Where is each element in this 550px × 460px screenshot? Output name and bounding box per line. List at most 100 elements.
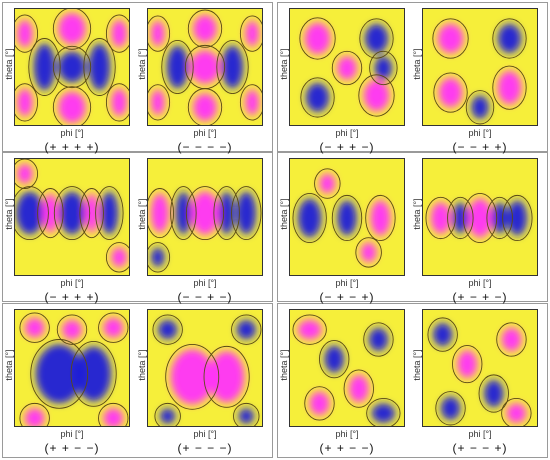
heatmap-plot: [422, 158, 538, 276]
sign-label: (+ + + +): [44, 140, 100, 154]
field-blob: [24, 408, 45, 426]
zero-contour: [15, 186, 49, 241]
field-blob: [59, 191, 85, 235]
heatmap-plot: [422, 8, 538, 126]
zero-contour: [233, 402, 260, 426]
field-blob: [370, 200, 391, 236]
field-blob: [337, 56, 357, 80]
field-blob: [364, 23, 389, 54]
heatmap-plot: [147, 158, 263, 276]
zero-contour: [30, 339, 89, 409]
zero-contour: [28, 38, 61, 96]
theta-axis-label: theta [°]: [4, 198, 14, 230]
sign-label: (+ − + −): [452, 290, 508, 304]
panel-p11: theta [°] phi [°] (+ + − −): [279, 305, 413, 455]
zero-contour: [19, 312, 50, 343]
field-blob: [16, 19, 33, 48]
zero-contour: [15, 83, 39, 122]
theta-axis-label: theta [°]: [279, 198, 289, 230]
panel-p10: theta [°] phi [°] (+ − − −): [137, 305, 271, 455]
field-blob: [337, 200, 357, 236]
theta-axis-label: theta [°]: [137, 349, 147, 381]
zero-contour: [355, 237, 382, 268]
zero-contour: [79, 188, 104, 239]
field-blob: [309, 391, 330, 416]
panel-p12: theta [°] phi [°] (+ − − +): [412, 305, 546, 455]
zero-contour: [105, 242, 129, 273]
field-blob: [42, 193, 59, 233]
zero-contour: [161, 40, 194, 94]
zero-contour: [52, 9, 92, 50]
zero-contour: [343, 369, 374, 408]
sign-label: (− + − +): [319, 290, 375, 304]
zero-contour: [53, 186, 91, 241]
zero-contour: [187, 88, 223, 125]
zero-contour: [425, 196, 456, 240]
field-blob: [58, 12, 86, 45]
zero-contour: [359, 18, 394, 59]
field-blob: [371, 403, 396, 424]
zero-contour: [203, 345, 250, 408]
field-blob: [221, 45, 244, 89]
theta-axis-label: theta [°]: [412, 48, 422, 80]
heatmap-plot: [422, 309, 538, 427]
zero-contour: [432, 18, 469, 59]
zero-contour: [501, 398, 532, 426]
zero-contour: [37, 188, 64, 239]
field-blob: [452, 202, 469, 234]
field-blob: [103, 408, 124, 426]
zero-contour: [292, 314, 327, 345]
field-blob: [432, 322, 453, 347]
zero-contour: [300, 77, 335, 118]
zero-contour: [319, 340, 350, 379]
zero-contour: [52, 86, 92, 125]
zero-contour: [478, 374, 509, 413]
zero-contour: [165, 343, 220, 410]
zero-contour: [154, 402, 181, 426]
sign-label: (− + + +): [44, 290, 100, 304]
sign-label: (− − − −): [177, 140, 233, 154]
panel-p9: theta [°] phi [°] (+ + − −): [4, 305, 138, 455]
panel-p8: theta [°] phi [°] (+ − + −): [412, 154, 546, 304]
heatmap-plot: [147, 8, 263, 126]
field-blob: [374, 56, 393, 80]
field-blob: [468, 198, 492, 238]
field-blob: [440, 396, 461, 421]
theta-axis-label: theta [°]: [412, 349, 422, 381]
field-blob: [111, 88, 128, 117]
field-blob: [483, 379, 504, 408]
zero-contour: [331, 194, 363, 242]
phi-axis-label: phi [°]: [335, 128, 359, 138]
zero-contour: [70, 341, 117, 407]
field-blob: [368, 327, 389, 352]
heatmap-plot: [289, 309, 405, 427]
field-blob: [304, 22, 331, 55]
field-blob: [193, 93, 217, 122]
heatmap-plot: [14, 8, 130, 126]
field-blob: [33, 43, 56, 91]
zero-contour: [304, 386, 335, 421]
field-blob: [208, 351, 245, 403]
heatmap-plot: [289, 158, 405, 276]
phi-axis-label: phi [°]: [193, 128, 217, 138]
field-blob: [238, 408, 255, 425]
field-blob: [150, 89, 165, 116]
zero-contour: [292, 192, 327, 243]
panel-p1: theta [°] phi [°] (+ + + +): [4, 4, 138, 154]
zero-contour: [98, 402, 129, 426]
field-blob: [15, 191, 44, 235]
zero-contour: [492, 18, 527, 59]
field-blob: [324, 345, 345, 373]
theta-axis-label: theta [°]: [4, 349, 14, 381]
field-blob: [16, 88, 33, 117]
phi-axis-label: phi [°]: [193, 278, 217, 288]
panel-p7: theta [°] phi [°] (− + − +): [279, 154, 413, 304]
sign-label: (+ − − −): [177, 441, 233, 455]
field-blob: [103, 317, 124, 338]
field-blob: [297, 319, 322, 340]
phi-axis-label: phi [°]: [335, 429, 359, 439]
field-blob: [58, 51, 86, 83]
phi-axis-label: phi [°]: [468, 128, 492, 138]
field-blob: [297, 198, 322, 238]
field-blob: [236, 319, 257, 340]
